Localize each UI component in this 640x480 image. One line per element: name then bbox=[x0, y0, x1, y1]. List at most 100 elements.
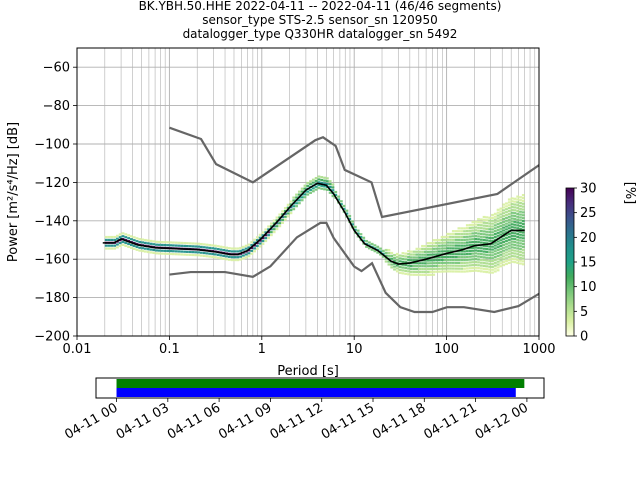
histogram-cell bbox=[121, 235, 125, 238]
histogram-cell bbox=[222, 257, 226, 260]
histogram-cell bbox=[479, 221, 483, 224]
histogram-cell bbox=[488, 222, 492, 225]
histogram-cell bbox=[289, 206, 293, 209]
y-tick-label: −140 bbox=[34, 214, 70, 229]
histogram-cell bbox=[359, 236, 363, 239]
histogram-cell bbox=[482, 233, 486, 236]
histogram-cell bbox=[496, 225, 500, 229]
series-noise-model-low bbox=[169, 221, 539, 314]
histogram-cell bbox=[423, 247, 427, 251]
histogram-cell bbox=[253, 244, 256, 247]
histogram-cell bbox=[507, 250, 511, 253]
histogram-cell bbox=[499, 233, 503, 236]
histogram-cell bbox=[146, 248, 150, 251]
histogram-cell bbox=[401, 266, 405, 269]
histogram-cell bbox=[491, 242, 494, 245]
histogram-cell bbox=[373, 250, 377, 253]
histogram-cell bbox=[412, 250, 416, 253]
histogram-cell bbox=[362, 239, 366, 242]
histogram-cell bbox=[457, 258, 461, 262]
histogram-cell bbox=[521, 260, 525, 263]
histogram-cell bbox=[356, 232, 360, 235]
histogram-cell bbox=[510, 257, 514, 260]
histogram-cell bbox=[253, 247, 256, 250]
histogram-cell bbox=[502, 240, 506, 244]
histogram-cell bbox=[300, 187, 304, 190]
histogram-cell bbox=[407, 255, 410, 259]
histogram-cell bbox=[516, 250, 520, 253]
histogram-cell bbox=[516, 195, 520, 198]
histogram-cell bbox=[398, 254, 402, 257]
histogram-cell bbox=[482, 259, 486, 262]
histogram-cell bbox=[247, 252, 251, 255]
x-axis-label: Period [s] bbox=[277, 364, 339, 379]
histogram-cell bbox=[521, 263, 525, 266]
histogram-cell bbox=[513, 235, 517, 238]
histogram-cell bbox=[110, 244, 114, 247]
histogram-cell bbox=[239, 249, 242, 252]
histogram-cell bbox=[166, 249, 170, 253]
histogram-cell bbox=[505, 205, 508, 208]
histogram-cell bbox=[401, 257, 405, 261]
histogram-cell bbox=[138, 238, 142, 241]
histogram-cell bbox=[507, 227, 511, 230]
timeline-tick-label: 04-11 06 bbox=[165, 400, 223, 442]
histogram-cell bbox=[152, 248, 156, 252]
histogram-cell bbox=[303, 193, 307, 196]
histogram-cell bbox=[353, 225, 357, 229]
histogram-cell bbox=[516, 221, 520, 224]
histogram-cell bbox=[521, 248, 525, 251]
histogram-cell bbox=[404, 261, 408, 264]
histogram-cell bbox=[110, 235, 114, 239]
histogram-cell bbox=[191, 242, 195, 245]
histogram-cell bbox=[110, 247, 114, 250]
histogram-cell bbox=[474, 252, 478, 255]
histogram-cell bbox=[446, 255, 450, 259]
histogram-cell bbox=[155, 249, 158, 252]
histogram-cell bbox=[474, 240, 478, 243]
histogram-cell bbox=[163, 241, 167, 244]
histogram-cell bbox=[199, 245, 203, 249]
histogram-cell bbox=[171, 252, 175, 256]
histogram-cell bbox=[482, 247, 486, 250]
histogram-cell bbox=[250, 249, 254, 252]
histogram-cell bbox=[507, 218, 511, 221]
histogram-cell bbox=[499, 230, 503, 233]
histogram-cell bbox=[426, 250, 430, 253]
histogram-cell bbox=[118, 244, 122, 247]
histogram-cell bbox=[421, 247, 424, 251]
histogram-cell bbox=[499, 216, 503, 219]
histogram-cell bbox=[460, 256, 464, 259]
histogram-cell bbox=[493, 230, 497, 233]
histogram-cell bbox=[502, 209, 506, 212]
histogram-cell bbox=[468, 229, 472, 232]
histogram-cell bbox=[516, 212, 520, 215]
histogram-cell bbox=[325, 180, 329, 183]
histogram-cell bbox=[496, 208, 500, 211]
histogram-cell bbox=[367, 247, 371, 250]
histogram-cell bbox=[502, 226, 506, 229]
histogram-cell bbox=[418, 262, 422, 265]
histogram-cell bbox=[337, 195, 340, 198]
histogram-cell bbox=[180, 250, 184, 253]
histogram-cell bbox=[121, 240, 125, 244]
histogram-cell bbox=[496, 257, 500, 260]
histogram-cell bbox=[132, 247, 136, 250]
histogram-cell bbox=[485, 239, 489, 242]
histogram-cell bbox=[423, 265, 427, 268]
histogram-cell bbox=[166, 241, 170, 244]
histogram-cell bbox=[488, 248, 492, 251]
histogram-cell bbox=[188, 245, 192, 248]
histogram-cell bbox=[493, 218, 497, 221]
histogram-cell bbox=[435, 250, 438, 253]
histogram-cell bbox=[278, 219, 282, 222]
histogram-cell bbox=[485, 219, 489, 222]
histogram-cell bbox=[479, 258, 483, 261]
histogram-cell bbox=[267, 231, 270, 234]
histogram-cell bbox=[437, 250, 441, 253]
histogram-cell bbox=[104, 244, 108, 247]
histogram-cell bbox=[474, 243, 478, 246]
histogram-cell bbox=[516, 253, 520, 256]
histogram-cell bbox=[474, 223, 478, 226]
histogram-cell bbox=[384, 251, 388, 254]
